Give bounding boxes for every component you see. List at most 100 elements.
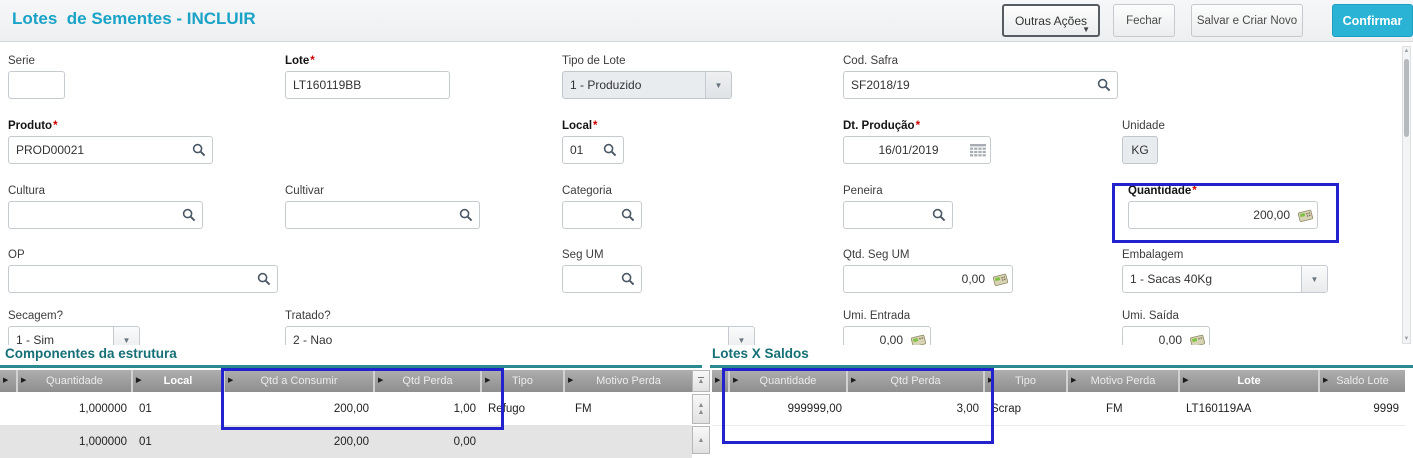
seg-um-field: Seg UM <box>562 248 642 293</box>
quantidade-input[interactable]: 200,00 <box>1128 201 1318 229</box>
col-qtd-perda[interactable]: ▶ Qtd Perda <box>848 370 985 392</box>
lote-input[interactable]: LT160119BB <box>285 71 450 99</box>
calendar-icon[interactable] <box>970 144 986 158</box>
col-tipo[interactable]: ▶ Tipo <box>985 370 1068 392</box>
sort-arrow-icon: ▶ <box>378 377 384 384</box>
scroll-page-up-button[interactable]: ▲ ▲ <box>692 394 710 424</box>
col-local[interactable]: ▶ Local <box>133 370 225 392</box>
top-bar: Lotes de Sementes - INCLUIR Outras Ações… <box>0 0 1413 42</box>
componentes-title: Componentes da estrutura <box>5 346 177 361</box>
seg-um-input[interactable] <box>562 265 642 293</box>
col-quantidade[interactable]: ▶ Quantidade <box>18 370 133 392</box>
fechar-button[interactable]: Fechar <box>1113 4 1175 37</box>
col-qtd-a-consumir[interactable]: ▶ Qtd a Consumir <box>225 370 375 392</box>
row-marker-header: ▶ <box>712 370 730 392</box>
sort-arrow-icon: ▶ <box>988 377 994 384</box>
peneira-field: Peneira <box>843 184 953 229</box>
peneira-input[interactable] <box>843 201 953 229</box>
qtd-seg-um-field: Qtd. Seg UM 0,00 <box>843 248 1013 293</box>
col-qtd-perda[interactable]: ▶ Qtd Perda <box>375 370 482 392</box>
sort-arrow-icon: ▶ <box>1183 377 1189 384</box>
sort-arrow-icon: ▶ <box>851 377 857 384</box>
outras-acoes-button[interactable]: Outras Ações ▼ <box>1002 4 1100 37</box>
lotes-saldos-rule <box>710 365 1413 368</box>
scroll-up-button[interactable]: ▲ <box>692 426 710 454</box>
col-motivo-perda[interactable]: ▶ Motivo Perda <box>565 370 692 392</box>
search-icon[interactable] <box>1097 78 1111 92</box>
componentes-scrollbar[interactable]: ▲ ▲ ▲ ▲ <box>692 370 710 458</box>
dt-producao-input[interactable]: 16/01/2019 <box>843 136 991 164</box>
embalagem-field: Embalagem 1 - Sacas 40Kg ▼ <box>1122 248 1328 293</box>
search-icon[interactable] <box>621 272 635 286</box>
op-field: OP <box>8 248 278 293</box>
op-input[interactable] <box>8 265 278 293</box>
cod-safra-field: Cod. Safra SF2018/19 <box>843 54 1118 99</box>
serie-input[interactable] <box>8 71 65 99</box>
calculator-icon[interactable] <box>992 273 1009 287</box>
sort-arrow-icon: ▶ <box>1071 377 1077 384</box>
qtd-seg-um-input[interactable]: 0,00 <box>843 265 1013 293</box>
lote-field: Lote* LT160119BB <box>285 54 450 99</box>
search-icon[interactable] <box>621 208 635 222</box>
lotes-saldos-row-1[interactable]: 999999,00 3,00 Scrap FM LT160119AA 9999 <box>712 392 1405 426</box>
col-saldo-lote[interactable]: ▶ Saldo Lote <box>1320 370 1405 392</box>
local-field: Local* 01 <box>562 119 624 164</box>
page-title: Lotes de Sementes - INCLUIR <box>12 9 256 28</box>
dt-producao-field: Dt. Produção* 16/01/2019 <box>843 119 991 164</box>
salvar-e-criar-novo-button[interactable]: Salvar e Criar Novo <box>1191 4 1303 37</box>
produto-input[interactable]: PROD00021 <box>8 136 213 164</box>
cultura-input[interactable] <box>8 201 203 229</box>
produto-field: Produto* PROD00021 <box>8 119 213 164</box>
sort-arrow-icon: ▶ <box>715 377 721 384</box>
calculator-icon[interactable] <box>1297 209 1314 223</box>
search-icon[interactable] <box>932 208 946 222</box>
col-lote[interactable]: ▶ Lote <box>1180 370 1320 392</box>
componentes-header: ▶ ▶ Quantidade ▶ Local ▶ Qtd a Consumir ▶ Qt… <box>0 370 692 392</box>
sort-arrow-icon: ▶ <box>21 377 27 384</box>
grids-section: Componentes da estrutura ▶ ▶ Quantidade ▶… <box>0 345 1413 458</box>
col-quantidade[interactable]: ▶ Quantidade <box>730 370 848 392</box>
sort-arrow-icon: ▶ <box>568 377 574 384</box>
unidade-field: Unidade KG <box>1122 119 1165 164</box>
col-motivo-perda[interactable]: ▶ Motivo Perda <box>1068 370 1180 392</box>
chevron-down-icon: ▼ <box>1082 25 1090 34</box>
sort-arrow-icon: ▶ <box>3 377 9 384</box>
cultura-field: Cultura <box>8 184 203 229</box>
sort-arrow-icon: ▶ <box>136 377 142 384</box>
categoria-field: Categoria <box>562 184 642 229</box>
componentes-row-2[interactable]: 1,000000 01 200,00 0,00 <box>0 425 692 458</box>
serie-field: Serie <box>8 54 65 99</box>
sort-arrow-icon: ▶ <box>485 377 491 384</box>
cultivar-field: Cultivar <box>285 184 480 229</box>
cod-safra-input[interactable]: SF2018/19 <box>843 71 1118 99</box>
lotes-saldos-header: ▶ ▶ Quantidade ▶ Qtd Perda ▶ Tipo ▶ Motivo P… <box>712 370 1405 392</box>
scrollbar-thumb[interactable] <box>1404 59 1409 137</box>
scroll-top-button[interactable]: ▲ <box>692 370 710 392</box>
lotes-saldos-title: Lotes X Saldos <box>712 346 809 361</box>
local-input[interactable]: 01 <box>562 136 624 164</box>
categoria-input[interactable] <box>562 201 642 229</box>
tipo-de-lote-field: Tipo de Lote 1 - Produzido ▼ <box>562 54 732 99</box>
sort-arrow-icon: ▶ <box>733 377 739 384</box>
confirmar-button[interactable]: Confirmar <box>1332 4 1413 37</box>
row-marker-header: ▶ <box>0 370 18 392</box>
search-icon[interactable] <box>182 208 196 222</box>
col-tipo[interactable]: ▶ Tipo <box>482 370 565 392</box>
search-icon[interactable] <box>459 208 473 222</box>
tipo-de-lote-select[interactable]: 1 - Produzido ▼ <box>562 71 732 99</box>
embalagem-select[interactable]: 1 - Sacas 40Kg ▼ <box>1122 265 1328 293</box>
search-icon[interactable] <box>257 272 271 286</box>
form-scrollbar[interactable]: ▲ ▼ <box>1402 46 1411 344</box>
scroll-down-icon[interactable]: ▼ <box>1403 336 1410 342</box>
calculator-icon[interactable] <box>910 334 927 348</box>
search-icon[interactable] <box>192 143 206 157</box>
sort-arrow-icon: ▶ <box>1323 377 1329 384</box>
componentes-row-1[interactable]: 1,000000 01 200,00 1,00 Refugo FM <box>0 392 692 426</box>
dropdown-arrow-icon[interactable]: ▼ <box>1301 266 1327 292</box>
dropdown-arrow-icon[interactable]: ▼ <box>705 72 731 98</box>
unidade-input: KG <box>1122 136 1158 164</box>
search-icon[interactable] <box>603 143 617 157</box>
cultivar-input[interactable] <box>285 201 480 229</box>
scroll-up-icon[interactable]: ▲ <box>1403 48 1410 54</box>
